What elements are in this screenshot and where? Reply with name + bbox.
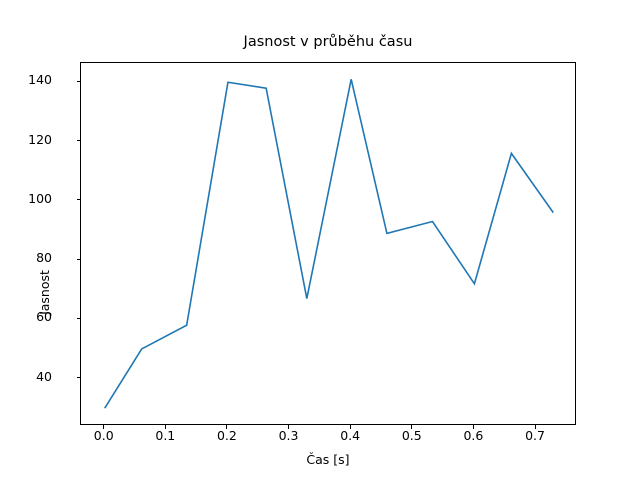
y-axis-label-wrap: Jasnost — [18, 62, 52, 425]
x-tick-mark — [534, 425, 536, 429]
x-tick-label: 0.5 — [401, 428, 422, 443]
chart-title: Jasnost v průběhu času — [243, 34, 413, 50]
x-axis-label: Čas [s] — [306, 452, 350, 467]
x-tick-label: 0.7 — [525, 428, 545, 443]
y-tick-label: 60 — [36, 309, 52, 325]
x-tick-mark — [288, 425, 290, 429]
y-tick-mark — [76, 199, 80, 201]
y-tick-mark — [76, 140, 80, 142]
y-tick-label: 80 — [36, 250, 52, 266]
data-polyline — [104, 79, 554, 409]
x-tick-label: 0.1 — [155, 428, 176, 443]
x-tick-mark — [103, 425, 105, 429]
x-tick-mark — [411, 425, 413, 429]
y-tick-mark — [76, 317, 80, 319]
y-tick-mark — [76, 80, 80, 82]
y-axis-label: Jasnost — [37, 270, 52, 315]
y-tick-mark — [76, 258, 80, 260]
x-tick-label: 0.3 — [278, 428, 299, 443]
line-series-jasnost — [104, 79, 554, 409]
y-tick-label: 100 — [28, 190, 52, 206]
x-tick-mark — [164, 425, 166, 429]
x-tick-label: 0.2 — [216, 428, 237, 443]
x-tick-mark — [349, 425, 351, 429]
x-tick-mark — [226, 425, 228, 429]
x-tick-mark — [472, 425, 474, 429]
y-tick-label: 140 — [28, 72, 52, 88]
x-tick-label: 0.4 — [340, 428, 361, 443]
y-tick-label: 40 — [36, 368, 52, 384]
x-tick-label: 0.0 — [93, 428, 114, 443]
plot-axes — [80, 62, 576, 425]
x-tick-label: 0.6 — [463, 428, 484, 443]
y-tick-label: 120 — [28, 131, 52, 147]
y-tick-mark — [76, 377, 80, 379]
